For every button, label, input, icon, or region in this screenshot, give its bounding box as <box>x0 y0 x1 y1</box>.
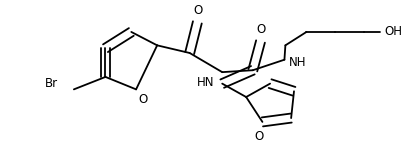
Text: O: O <box>194 4 203 17</box>
Text: OH: OH <box>384 25 402 38</box>
Text: O: O <box>254 130 263 143</box>
Text: O: O <box>257 23 266 36</box>
Text: O: O <box>138 93 147 106</box>
Text: NH: NH <box>289 56 307 69</box>
Text: Br: Br <box>44 77 58 90</box>
Text: HN: HN <box>197 76 215 89</box>
